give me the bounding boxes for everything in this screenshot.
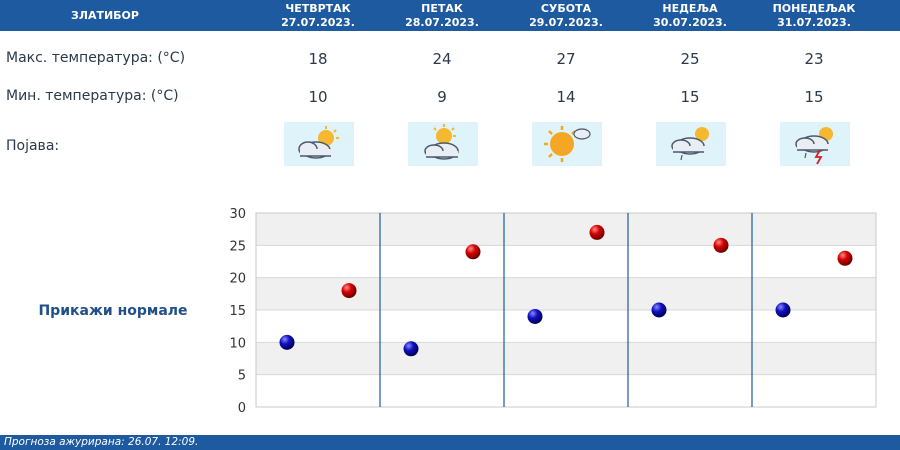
max-temp-value: 25 <box>680 50 700 68</box>
max-temp-point <box>465 244 481 260</box>
min-temp-point <box>651 302 667 318</box>
day-name: НЕДЕЉА <box>662 2 718 15</box>
sun-cloud-icon <box>532 122 602 166</box>
day-header-4: НЕДЕЉА 30.07.2023. <box>628 0 752 31</box>
thunderstorm-icon <box>780 122 850 166</box>
max-temp-value: 18 <box>308 50 328 68</box>
forecast-footer: Прогноза ажурирана: 26.07. 12:09. <box>0 435 900 450</box>
min-temp-label: Мин. температура: (°C) <box>6 88 179 104</box>
station-name: ЗЛАТИБОР <box>71 9 139 22</box>
min-temp-value: 15 <box>680 88 700 106</box>
min-temp-value: 14 <box>556 88 576 106</box>
show-normals-link[interactable]: Прикажи нормале <box>38 303 188 319</box>
min-temp-point <box>279 334 295 350</box>
phenomenon-label: Појава: <box>6 138 60 154</box>
y-tick-label: 15 <box>229 304 246 319</box>
min-temp-point <box>403 341 419 357</box>
max-temp-point <box>589 224 605 240</box>
partly-cloudy-icon <box>284 122 354 166</box>
day-date: 30.07.2023. <box>653 16 727 29</box>
y-tick-label: 25 <box>229 239 246 254</box>
day-date: 27.07.2023. <box>281 16 355 29</box>
partly-cloudy-icon <box>408 122 478 166</box>
min-temp-value: 10 <box>308 88 328 106</box>
max-temp-point <box>341 283 357 299</box>
day-name: ЧЕТВРТАК <box>285 2 351 15</box>
min-temp-point <box>775 302 791 318</box>
plot-band <box>256 310 876 343</box>
plot-band <box>256 213 876 246</box>
max-temp-point <box>713 237 729 253</box>
day-date: 31.07.2023. <box>777 16 851 29</box>
plot-border <box>255 212 877 408</box>
y-tick-label: 0 <box>238 401 246 416</box>
day-header-5: ПОНЕДЕЉАК 31.07.2023. <box>752 0 876 31</box>
plot-band <box>256 245 876 278</box>
y-tick-label: 20 <box>229 272 246 287</box>
day-name: СУБОТА <box>540 2 592 15</box>
day-header-1: ЧЕТВРТАК 27.07.2023. <box>256 0 380 31</box>
forecast-header: ЗЛАТИБОР ЧЕТВРТАК 27.07.2023. ПЕТАК 28.0… <box>0 0 900 31</box>
y-tick-label: 30 <box>229 207 246 222</box>
max-temp-value: 24 <box>432 50 452 68</box>
min-temp-point <box>527 308 543 324</box>
day-header-2: ПЕТАК 28.07.2023. <box>380 0 504 31</box>
day-date: 28.07.2023. <box>405 16 479 29</box>
day-date: 29.07.2023. <box>529 16 603 29</box>
day-name: ПЕТАК <box>421 2 463 15</box>
update-timestamp: Прогноза ажурирана: 26.07. 12:09. <box>4 436 199 448</box>
y-tick-label: 5 <box>238 369 246 384</box>
day-header-3: СУБОТА 29.07.2023. <box>504 0 628 31</box>
min-temp-value: 9 <box>437 88 447 106</box>
day-name: ПОНЕДЕЉАК <box>772 2 856 15</box>
cloud-rain-icon <box>656 122 726 166</box>
plot-band <box>256 342 876 375</box>
y-tick-label: 10 <box>229 336 246 351</box>
min-temp-value: 15 <box>804 88 824 106</box>
max-temp-label: Макс. температура: (°C) <box>6 50 186 66</box>
plot-band <box>256 374 876 407</box>
max-temp-point <box>837 250 853 266</box>
max-temp-value: 23 <box>804 50 824 68</box>
plot-band <box>256 277 876 310</box>
max-temp-value: 27 <box>556 50 576 68</box>
